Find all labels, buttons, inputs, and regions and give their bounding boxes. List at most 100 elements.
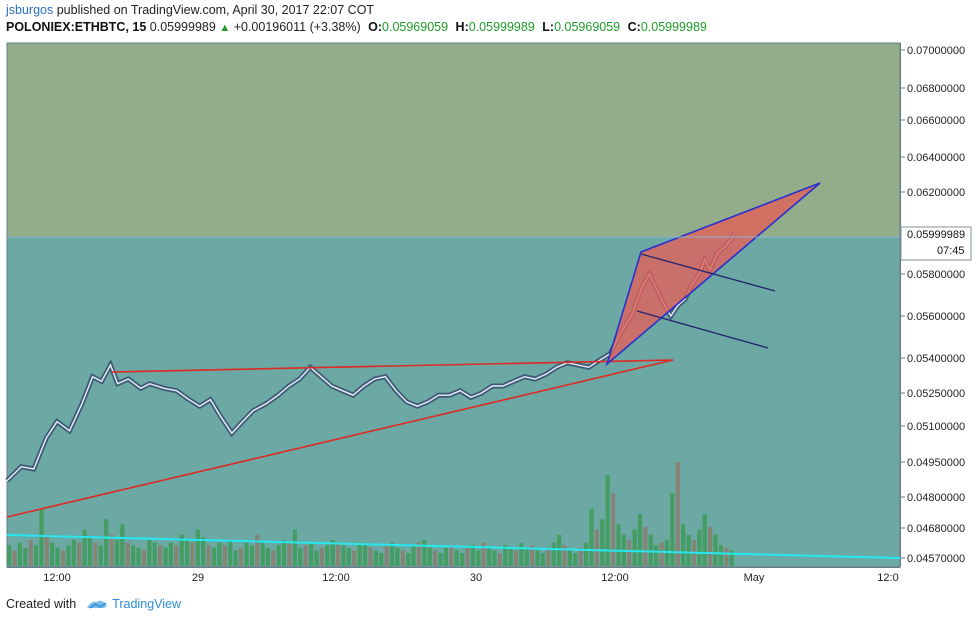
tradingview-logo-icon [87, 600, 108, 609]
volume-bar [309, 542, 314, 566]
y-tick-label: 0.05600000 [907, 311, 965, 323]
x-tick-label: 12:00 [43, 572, 71, 584]
open-value: 0.05969059 [382, 20, 449, 34]
volume-bar [416, 542, 421, 566]
volume-bar [643, 527, 648, 566]
volume-bar [152, 542, 157, 566]
volume-bar [460, 553, 465, 566]
volume-bar [50, 542, 55, 566]
volume-bar [190, 542, 195, 566]
volume-bar [497, 553, 502, 566]
volume-bar [708, 527, 713, 566]
volume-bar [443, 547, 448, 566]
volume-bar [535, 550, 540, 566]
volume-bar [335, 542, 341, 566]
volume-bar [287, 542, 292, 566]
volume-bar [492, 550, 497, 566]
volume-bar [713, 534, 718, 566]
volume-bar [605, 475, 610, 566]
volume-bar [395, 547, 400, 566]
author-link[interactable]: jsburgos [6, 3, 54, 17]
close-value: 0.05999989 [640, 20, 707, 34]
price-axis[interactable] [900, 43, 979, 567]
volume-bar [141, 550, 146, 566]
volume-bar [346, 547, 351, 566]
y-tick-label: 0.06600000 [907, 115, 965, 127]
volume-bar [664, 540, 670, 566]
volume-bar [228, 540, 233, 566]
channel-line-lower [636, 310, 769, 349]
volume-bar [389, 542, 395, 566]
volume-bar [163, 547, 168, 566]
volume-bar [470, 545, 475, 566]
volume-bar [611, 493, 616, 566]
volume-bar [357, 542, 362, 566]
last-price-tag [900, 226, 972, 261]
current-price: 0.05999989 [149, 20, 216, 34]
volume-bar [265, 547, 270, 566]
volume-bar [55, 547, 60, 566]
x-tick-label: 12:0 [877, 572, 898, 584]
volume-bar [71, 540, 76, 566]
volume-bar [7, 545, 12, 566]
volume-bar [158, 545, 163, 566]
volume-bar [120, 524, 125, 566]
volume-bar [104, 519, 109, 566]
volume-bar [260, 542, 265, 566]
volume-bar [98, 545, 103, 566]
y-tick-label: 0.04570000 [907, 553, 965, 565]
triangle-lower-trendline [6, 359, 674, 518]
volume-bar [670, 493, 675, 566]
volume-bar [546, 547, 551, 566]
volume-bar [503, 545, 508, 566]
volume-bar [486, 547, 492, 566]
y-tick-label: 0.04800000 [907, 492, 965, 504]
high-value: 0.05999989 [468, 20, 535, 34]
volume-bar [39, 508, 44, 566]
volume-bar [330, 540, 335, 566]
volume-bar [578, 547, 583, 566]
volume-bar [551, 542, 556, 566]
x-tick-labels: 12:00 29 12:00 30 12:00 May 12:0 [43, 572, 898, 584]
volume-bar [384, 545, 389, 566]
price-change: +0.00196011 (+3.38%) [233, 20, 361, 34]
volume-bar [530, 545, 535, 566]
volume-bar [379, 553, 384, 566]
volume-bar [17, 542, 22, 566]
volume-bar [724, 547, 729, 566]
y-tick-label: 0.05800000 [907, 269, 965, 281]
chart-header: jsburgos published on TradingView.com, A… [6, 2, 976, 37]
lower-zone [7, 237, 900, 567]
time-axis[interactable] [7, 567, 900, 587]
volume-bar [185, 540, 190, 566]
y-tick-label: 0.04950000 [907, 457, 965, 469]
volume-bar [34, 545, 39, 566]
volume-bar [136, 547, 141, 566]
volume-bar [368, 547, 373, 566]
volume-bar [481, 542, 486, 566]
volume-bar [524, 547, 529, 566]
x-tick-label: May [744, 572, 765, 584]
volume-bar [179, 534, 184, 566]
volume-bar [729, 550, 734, 566]
price-chart[interactable]: 0.07000000 0.06800000 0.06600000 0.06400000… [0, 0, 979, 595]
triangle-upper-trendline [111, 359, 674, 373]
volume-bar [508, 547, 513, 566]
upper-zone [7, 43, 900, 237]
y-tick-label: 0.05250000 [907, 388, 965, 400]
tradingview-link[interactable]: TradingView [112, 597, 181, 611]
published-text: published on TradingView.com, April 30, … [56, 3, 375, 17]
y-tick-label: 0.04680000 [907, 523, 965, 535]
volume-bar [433, 550, 438, 566]
volume-bar [66, 545, 71, 566]
volume-bar [686, 534, 691, 566]
countdown-label: 07:45 [937, 245, 965, 257]
volume-bar [271, 550, 276, 566]
close-label: C: [627, 20, 641, 34]
volume-bar [600, 519, 605, 566]
volume-bar [201, 537, 206, 566]
y-tick-labels: 0.07000000 0.06800000 0.06600000 0.06400000… [900, 45, 965, 565]
volume-bar [681, 524, 686, 566]
volume-bar [255, 534, 260, 566]
volume-bar [632, 529, 637, 566]
